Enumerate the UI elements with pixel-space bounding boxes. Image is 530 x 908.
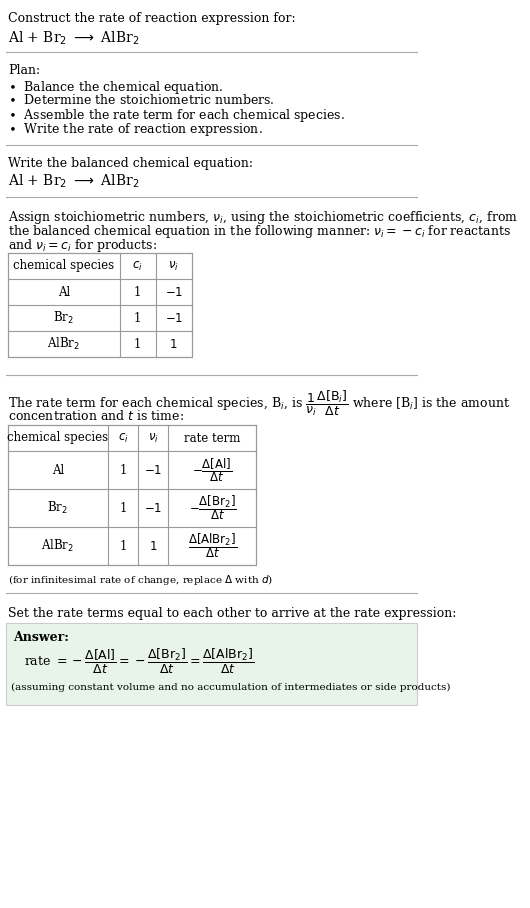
Text: $1$: $1$: [170, 338, 178, 350]
Text: (for infinitesimal rate of change, replace $\Delta$ with $d$): (for infinitesimal rate of change, repla…: [8, 573, 273, 587]
Text: $-\dfrac{\Delta[\mathrm{Br_2}]}{\Delta t}$: $-\dfrac{\Delta[\mathrm{Br_2}]}{\Delta t…: [189, 494, 236, 522]
Bar: [8, 253, 191, 357]
Text: $-1$: $-1$: [144, 501, 162, 515]
Text: and $\nu_i = c_i$ for products:: and $\nu_i = c_i$ for products:: [8, 237, 157, 254]
Text: Al + Br$_2$ $\longrightarrow$ AlBr$_2$: Al + Br$_2$ $\longrightarrow$ AlBr$_2$: [8, 173, 139, 191]
Text: The rate term for each chemical species, B$_i$, is $\dfrac{1}{\nu_i}\dfrac{\Delt: The rate term for each chemical species,…: [8, 389, 510, 418]
Text: Br$_2$: Br$_2$: [48, 500, 68, 516]
Text: $c_i$: $c_i$: [132, 260, 143, 272]
Text: chemical species: chemical species: [7, 431, 109, 445]
Text: Assign stoichiometric numbers, $\nu_i$, using the stoichiometric coefficients, $: Assign stoichiometric numbers, $\nu_i$, …: [8, 209, 518, 226]
Text: Plan:: Plan:: [8, 64, 40, 77]
Text: Al: Al: [52, 463, 64, 477]
Text: 1: 1: [134, 285, 142, 299]
Text: $-1$: $-1$: [144, 463, 162, 477]
Text: $\bullet$  Assemble the rate term for each chemical species.: $\bullet$ Assemble the rate term for eac…: [8, 107, 345, 124]
Text: Construct the rate of reaction expression for:: Construct the rate of reaction expressio…: [8, 12, 296, 25]
Text: AlBr$_2$: AlBr$_2$: [47, 336, 81, 352]
Text: (assuming constant volume and no accumulation of intermediates or side products): (assuming constant volume and no accumul…: [11, 683, 450, 692]
Text: Al: Al: [58, 285, 70, 299]
Text: $c_i$: $c_i$: [118, 431, 128, 445]
Text: 1: 1: [119, 463, 127, 477]
Text: $-1$: $-1$: [164, 285, 183, 299]
Text: 1: 1: [134, 311, 142, 324]
Text: $\bullet$  Write the rate of reaction expression.: $\bullet$ Write the rate of reaction exp…: [8, 121, 263, 138]
Text: chemical species: chemical species: [13, 260, 114, 272]
Text: $1$: $1$: [149, 539, 157, 552]
Text: AlBr$_2$: AlBr$_2$: [41, 538, 74, 554]
Text: $\nu_i$: $\nu_i$: [148, 431, 158, 445]
Text: $-\dfrac{\Delta[\mathrm{Al}]}{\Delta t}$: $-\dfrac{\Delta[\mathrm{Al}]}{\Delta t}$: [192, 456, 233, 484]
Text: Br$_2$: Br$_2$: [54, 310, 74, 326]
Text: 1: 1: [119, 539, 127, 552]
Text: 1: 1: [134, 338, 142, 350]
Text: 1: 1: [119, 501, 127, 515]
Text: $\nu_i$: $\nu_i$: [168, 260, 179, 272]
Text: Answer:: Answer:: [13, 631, 69, 644]
Text: $\dfrac{\Delta[\mathrm{AlBr_2}]}{\Delta t}$: $\dfrac{\Delta[\mathrm{AlBr_2}]}{\Delta …: [188, 531, 237, 560]
Text: concentration and $t$ is time:: concentration and $t$ is time:: [8, 409, 184, 423]
Text: rate $= -\dfrac{\Delta[\mathrm{Al}]}{\Delta t} = -\dfrac{\Delta[\mathrm{Br_2}]}{: rate $= -\dfrac{\Delta[\mathrm{Al}]}{\De…: [24, 647, 254, 676]
Bar: [8, 425, 256, 565]
Text: Al + Br$_2$ $\longrightarrow$ AlBr$_2$: Al + Br$_2$ $\longrightarrow$ AlBr$_2$: [8, 30, 139, 47]
Text: $\bullet$  Balance the chemical equation.: $\bullet$ Balance the chemical equation.: [8, 79, 224, 96]
Bar: [6, 623, 417, 705]
Text: the balanced chemical equation in the following manner: $\nu_i = -c_i$ for react: the balanced chemical equation in the fo…: [8, 223, 511, 240]
Text: $-1$: $-1$: [164, 311, 183, 324]
Text: Set the rate terms equal to each other to arrive at the rate expression:: Set the rate terms equal to each other t…: [8, 607, 456, 620]
Text: rate term: rate term: [184, 431, 241, 445]
Text: $\bullet$  Determine the stoichiometric numbers.: $\bullet$ Determine the stoichiometric n…: [8, 93, 275, 107]
Text: Write the balanced chemical equation:: Write the balanced chemical equation:: [8, 157, 253, 170]
